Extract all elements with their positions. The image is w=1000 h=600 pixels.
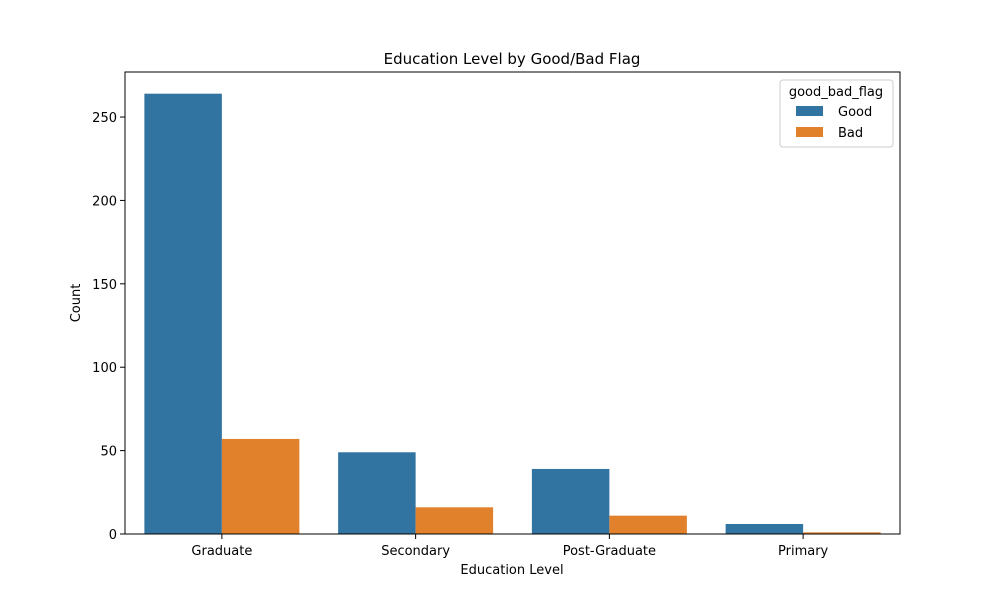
y-tick-label: 50 xyxy=(100,445,117,460)
x-axis: Graduate Secondary Post-Graduate Primary xyxy=(191,534,829,559)
bar-bad-post-graduate xyxy=(609,515,687,534)
bar-bad-secondary xyxy=(415,507,494,534)
bar-good-post-graduate xyxy=(531,468,610,534)
y-tick-label: 200 xyxy=(92,194,117,209)
x-tick-label: Secondary xyxy=(381,544,450,559)
legend-title: good_bad_flag xyxy=(789,85,883,100)
x-tick-label: Post-Graduate xyxy=(563,544,656,559)
x-axis-label: Education Level xyxy=(460,563,563,578)
legend-swatch-bad xyxy=(796,127,823,137)
legend-swatch-good xyxy=(796,106,823,116)
legend-label-good: Good xyxy=(838,105,872,120)
y-tick-label: 100 xyxy=(92,361,117,376)
x-tick-label: Graduate xyxy=(191,544,252,559)
bars-group xyxy=(144,93,881,534)
legend: good_bad_flag Good Bad xyxy=(779,79,894,148)
legend-label-bad: Bad xyxy=(838,126,863,141)
y-axis: 0 50 100 150 200 250 xyxy=(92,111,125,543)
x-tick-label: Primary xyxy=(778,544,829,559)
bar-bad-primary xyxy=(803,532,881,534)
y-axis-label: Count xyxy=(69,284,84,323)
bar-bad-graduate xyxy=(221,438,300,534)
bar-good-graduate xyxy=(144,93,222,534)
y-tick-label: 150 xyxy=(92,278,117,293)
bar-good-secondary xyxy=(338,452,416,534)
y-tick-label: 250 xyxy=(92,111,117,126)
y-tick-label: 0 xyxy=(109,528,117,543)
plot-frame xyxy=(124,71,901,535)
bar-good-primary xyxy=(725,523,804,534)
chart-title: Education Level by Good/Bad Flag xyxy=(384,50,641,68)
